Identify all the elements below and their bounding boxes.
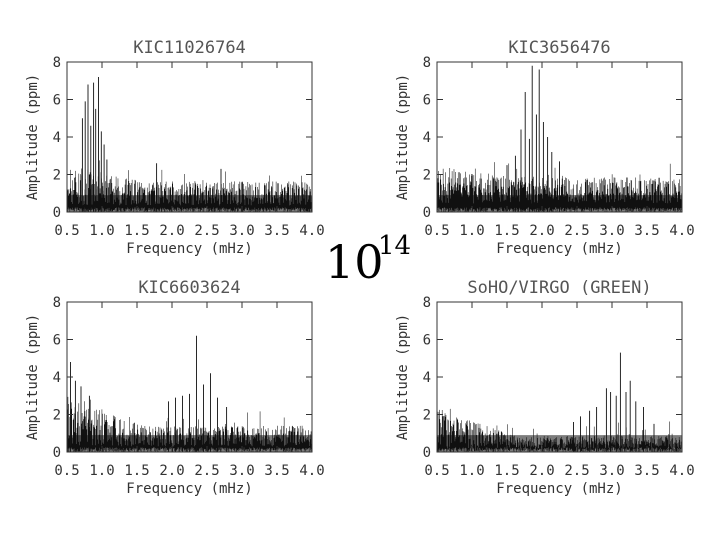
x-tick-label: 3.5 — [264, 463, 289, 479]
x-tick-label: 3.5 — [634, 463, 659, 479]
y-tick-label: 0 — [423, 205, 431, 221]
y-tick-label: 4 — [53, 370, 61, 386]
y-tick-label: 2 — [53, 168, 61, 184]
x-tick-label: 4.0 — [299, 463, 324, 479]
x-tick-label: 2.5 — [194, 223, 219, 239]
x-tick-label: 1.5 — [124, 223, 149, 239]
x-tick-label: 3.5 — [634, 223, 659, 239]
y-tick-label: 8 — [53, 295, 61, 311]
center-label-exponent: 14 — [378, 231, 411, 261]
spectrum-base-band-1 — [67, 195, 312, 212]
chart-panel-2: 0.5 1.0 1.5 2.0 2.5 3.0 3.5 4.0 0 2 4 6 8 KIC3656476 F… — [395, 38, 695, 257]
chart-title: KIC3656476 — [508, 38, 610, 58]
y-tick-label: 8 — [423, 295, 431, 311]
y-tick-label: 0 — [423, 445, 431, 461]
x-tick-label: 2.5 — [194, 463, 219, 479]
y-tick-label: 4 — [423, 370, 431, 386]
y-axis-label: Amplitude (ppm) — [395, 314, 411, 440]
x-tick-label: 1.5 — [494, 223, 519, 239]
x-tick-label: 0.5 — [54, 463, 79, 479]
y-tick-label: 2 — [53, 408, 61, 424]
x-tick-label: 4.0 — [669, 223, 694, 239]
x-tick-label: 1.0 — [89, 223, 114, 239]
y-axis-label: Amplitude (ppm) — [25, 74, 41, 200]
x-tick-label: 0.5 — [424, 463, 449, 479]
x-tick-label: 0.5 — [54, 223, 79, 239]
x-axis-label: Frequency (mHz) — [126, 481, 252, 497]
chart-panel-3: 0.5 1.0 1.5 2.0 2.5 3.0 3.5 4.0 0 2 4 6 8 KIC6603624 F… — [25, 278, 325, 497]
x-tick-label: 4.0 — [299, 223, 324, 239]
x-tick-label: 3.0 — [229, 463, 254, 479]
y-tick-label: 6 — [53, 333, 61, 349]
y-tick-label: 0 — [53, 205, 61, 221]
y-tick-label: 6 — [53, 93, 61, 109]
x-tick-label: 0.5 — [424, 223, 449, 239]
y-tick-label: 2 — [423, 168, 431, 184]
y-tick-label: 8 — [423, 55, 431, 71]
x-tick-label: 2.0 — [529, 463, 554, 479]
x-tick-label: 1.5 — [124, 463, 149, 479]
chart-panel-4: 0.5 1.0 1.5 2.0 2.5 3.0 3.5 4.0 0 2 4 6 8 SoHO/VIRGO … — [395, 278, 695, 497]
plot-grid: 0.5 1.0 1.5 2.0 2.5 3.0 3.5 4.0 0 2 4 6 8 KIC11026764… — [25, 38, 695, 497]
x-tick-label: 2.0 — [159, 463, 184, 479]
x-tick-label: 2.5 — [564, 223, 589, 239]
y-tick-label: 2 — [423, 408, 431, 424]
spectrum-base-band-4 — [437, 435, 682, 452]
y-tick-label: 8 — [53, 55, 61, 71]
chart-title: SoHO/VIRGO (GREEN) — [467, 278, 651, 298]
x-axis-label: Frequency (mHz) — [126, 241, 252, 257]
chart-title: KIC6603624 — [138, 278, 240, 298]
x-axis-label: Frequency (mHz) — [496, 481, 622, 497]
x-tick-label: 1.0 — [459, 463, 484, 479]
x-tick-label: 2.5 — [564, 463, 589, 479]
x-tick-label: 1.0 — [89, 463, 114, 479]
chart-title: KIC11026764 — [133, 38, 246, 58]
x-tick-label: 1.5 — [494, 463, 519, 479]
x-tick-label: 3.0 — [229, 223, 254, 239]
x-tick-label: 2.0 — [159, 223, 184, 239]
chart-panel-1: 0.5 1.0 1.5 2.0 2.5 3.0 3.5 4.0 0 2 4 6 8 KIC11026764… — [25, 38, 325, 257]
y-axis-label: Amplitude (ppm) — [25, 314, 41, 440]
y-tick-label: 0 — [53, 445, 61, 461]
y-tick-label: 4 — [423, 130, 431, 146]
y-tick-label: 6 — [423, 93, 431, 109]
y-tick-label: 4 — [53, 130, 61, 146]
y-tick-label: 6 — [423, 333, 431, 349]
x-axis-label: Frequency (mHz) — [496, 241, 622, 257]
x-tick-label: 3.5 — [264, 223, 289, 239]
center-label-base: 10 — [325, 235, 384, 289]
x-tick-label: 2.0 — [529, 223, 554, 239]
plot-frame-4 — [436, 301, 683, 453]
x-tick-label: 3.0 — [599, 463, 624, 479]
x-tick-label: 1.0 — [459, 223, 484, 239]
x-tick-label: 4.0 — [669, 463, 694, 479]
x-tick-label: 3.0 — [599, 223, 624, 239]
y-axis-label: Amplitude (ppm) — [395, 74, 411, 200]
